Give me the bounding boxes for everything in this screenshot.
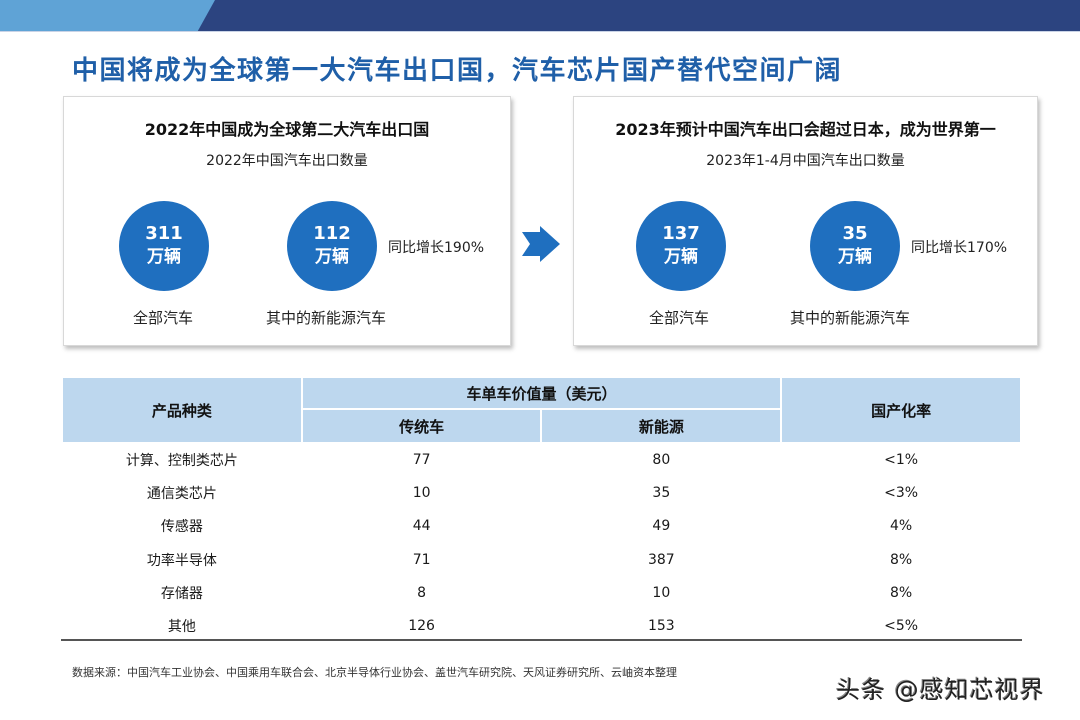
table-row: 存储器 8 10 8%: [62, 576, 1021, 609]
stat-unit: 万辆: [664, 247, 698, 267]
watermark: 头条 @感知芯视界: [836, 676, 1045, 704]
card-subtitle: 2022年中国汽车出口数量: [206, 153, 368, 169]
card-2022-exports: 2022年中国成为全球第二大汽车出口国 2022年中国汽车出口数量 311 万辆…: [63, 96, 511, 346]
stat-label-all-cars: 全部汽车: [133, 309, 194, 327]
cell-category: 其他: [167, 619, 196, 636]
cell-localization: 4%: [889, 518, 913, 535]
cell-localization: 8%: [889, 551, 913, 568]
stat-label-nev: 其中的新能源汽车: [790, 309, 911, 327]
stat-label-all-cars: 全部汽车: [649, 309, 710, 327]
cell-localization: <5%: [884, 618, 919, 635]
stat-value: 35: [842, 223, 868, 244]
card-title: 2023年预计中国汽车出口会超过日本，成为世界第一: [615, 120, 996, 139]
card-2023-exports: 2023年预计中国汽车出口会超过日本，成为世界第一 2023年1-4月中国汽车出…: [573, 96, 1038, 346]
stat-label-nev: 其中的新能源汽车: [266, 309, 387, 327]
page-title: 中国将成为全球第一大汽车出口国，汽车芯片国产替代空间广阔: [72, 56, 843, 86]
cell-category: 功率半导体: [146, 552, 217, 569]
stat-circle-all-cars: 311 万辆: [119, 201, 209, 291]
cell-category: 传感器: [160, 519, 203, 536]
cell-traditional: 71: [412, 551, 431, 568]
stat-value: 137: [662, 223, 700, 244]
stat-circle-all-cars: 137 万辆: [636, 201, 726, 291]
table-row: 计算、控制类芯片 77 80 <1%: [62, 443, 1021, 476]
header-nev: 新能源: [540, 408, 783, 444]
cell-traditional: 44: [412, 518, 431, 535]
table-row: 功率半导体 71 387 8%: [62, 543, 1021, 576]
arrow-right-icon: [522, 226, 560, 262]
cell-category: 通信类芯片: [146, 485, 217, 502]
data-source-note: 数据来源：中国汽车工业协会、中国乘用车联合会、北京半导体行业协会、盖世汽车研究院…: [72, 666, 677, 679]
header-localization: 国产化率: [780, 376, 1022, 444]
stat-growth: 同比增长190%: [388, 240, 485, 256]
stat-circle-nev: 112 万辆: [287, 201, 377, 291]
cell-localization: 8%: [889, 584, 913, 601]
cell-traditional: 10: [412, 484, 431, 501]
card-subtitle: 2023年1-4月中国汽车出口数量: [706, 153, 905, 169]
card-title: 2022年中国成为全球第二大汽车出口国: [144, 120, 430, 139]
table-row: 其他 126 153 <5%: [62, 609, 1021, 642]
table-row: 通信类芯片 10 35 <3%: [62, 476, 1021, 509]
stat-unit: 万辆: [147, 247, 181, 267]
chip-value-table: 产品种类 车单车价值量（美元） 国产化率 传统车 新能源 计算、控制类芯片 77…: [61, 376, 1022, 643]
stat-growth: 同比增长170%: [911, 240, 1008, 256]
stat-value: 112: [313, 223, 351, 244]
cell-traditional: 8: [417, 584, 427, 601]
header-divider: [0, 31, 1080, 32]
cell-category: 计算、控制类芯片: [125, 453, 238, 470]
header-traditional: 传统车: [300, 408, 543, 444]
cell-nev: 35: [652, 484, 671, 501]
cell-localization: <3%: [884, 484, 919, 501]
cell-localization: <1%: [884, 452, 919, 469]
cell-category: 存储器: [160, 585, 203, 602]
cell-nev: 387: [647, 551, 675, 568]
header-value-group: 车单车价值量（美元）: [300, 376, 783, 410]
table-row: 传感器 44 49 4%: [62, 510, 1021, 543]
header-accent: [0, 0, 215, 31]
stat-unit: 万辆: [838, 247, 872, 267]
cell-traditional: 77: [412, 452, 431, 469]
stat-unit: 万辆: [315, 247, 349, 267]
stat-value: 311: [145, 223, 183, 244]
cell-nev: 153: [647, 618, 675, 635]
cell-nev: 49: [652, 518, 671, 535]
cell-nev: 80: [652, 452, 671, 469]
cell-traditional: 126: [408, 618, 435, 635]
table-bottom-rule: [61, 639, 1022, 641]
stat-circle-nev: 35 万辆: [810, 201, 900, 291]
cell-nev: 10: [652, 584, 671, 601]
header-category: 产品种类: [61, 376, 303, 444]
